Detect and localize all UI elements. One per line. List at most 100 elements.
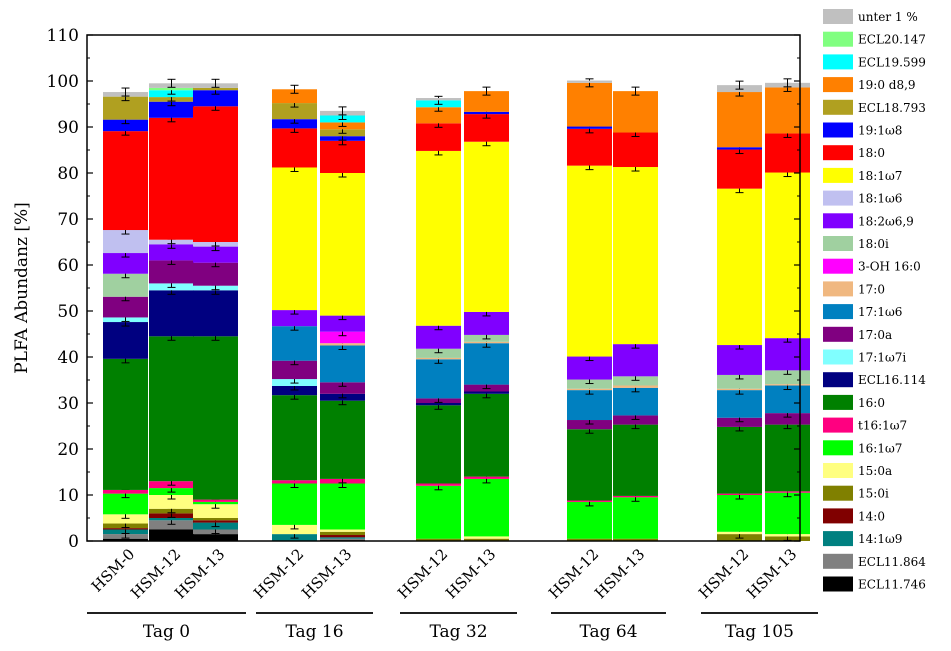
legend-swatch (823, 31, 853, 47)
legend-label: 14:1ω9 (858, 532, 902, 546)
bar-segment (320, 173, 365, 316)
legend-label: 18:0 (858, 146, 885, 160)
bar-segment (272, 524, 317, 535)
legend-label: 17:0a (858, 328, 892, 342)
bar-segment (464, 141, 509, 312)
bar-segment (416, 538, 461, 541)
bar-segment (765, 172, 810, 339)
bar-segment (567, 420, 612, 430)
legend-swatch (823, 372, 853, 388)
legend-swatch (823, 417, 853, 433)
legend-label: 18:1ω6 (858, 192, 902, 206)
legend-label: 18:0i (858, 237, 889, 251)
bar-segment (717, 374, 762, 389)
bar-segment (103, 493, 148, 515)
legend-label: 19:0 d8,9 (858, 78, 916, 92)
y-tick-label: 10 (57, 486, 79, 506)
bar-segment (765, 385, 810, 414)
bar-segment (149, 101, 194, 118)
legend-label: 19:1ω8 (858, 124, 902, 138)
bar-segment (416, 483, 461, 486)
y-axis-title: PLFA Abundanz [%] (12, 202, 32, 374)
legend: unter 1 % ECL20.147 ECL19.599 19:0 d8,9 ECL1… (823, 9, 926, 592)
legend-swatch (823, 326, 853, 342)
bar-segment (765, 338, 810, 371)
legend-label: ECL11.746 (858, 578, 926, 592)
bar-segment (464, 391, 509, 394)
legend-swatch (823, 463, 853, 478)
bar-segment (193, 336, 238, 500)
bar-segment (320, 343, 365, 346)
legend-label: ECL19.599 (858, 55, 926, 69)
legend-label: 18:1ω7 (858, 169, 902, 183)
legend-label: t16:1ω7 (858, 419, 907, 433)
legend-label: unter 1 % (858, 10, 918, 24)
bar-segment (567, 80, 612, 83)
bar-segment (272, 395, 317, 481)
bar-segment (416, 325, 461, 349)
bar-segment (717, 388, 762, 391)
bar-segment (567, 379, 612, 389)
y-tick-label: 40 (57, 348, 79, 368)
bar-segment (717, 493, 762, 495)
bar-segment (717, 188, 762, 346)
bar-segment (103, 296, 148, 318)
bar-segment (320, 382, 365, 394)
legend-swatch (823, 349, 853, 365)
bar-segment (320, 140, 365, 173)
bar-segment (416, 403, 461, 406)
bar-segment (272, 310, 317, 327)
bar-segment (717, 147, 762, 150)
bar-segment (464, 341, 509, 344)
legend-label: 17:0 (858, 282, 885, 296)
bar-segment (103, 514, 148, 524)
bar-segment (103, 131, 148, 231)
bar-segment (717, 390, 762, 418)
legend-swatch (823, 440, 853, 456)
y-tick-label: 0 (68, 532, 79, 552)
legend-swatch (823, 99, 853, 115)
bar-segment (103, 253, 148, 274)
bar-segment (320, 483, 365, 530)
bar-segment (193, 90, 238, 107)
bar-segment (193, 504, 238, 518)
bar-segment (717, 92, 762, 148)
bar-segment (613, 344, 658, 377)
legend-swatch (823, 258, 853, 274)
bar-segment (717, 495, 762, 532)
x-category-label: HSM-12 (695, 545, 752, 602)
bar-segment (272, 89, 317, 104)
bar-segment (149, 260, 194, 284)
bar-segment (613, 385, 658, 388)
bar-segment (717, 149, 762, 189)
x-category-label: HSM-13 (298, 545, 355, 602)
legend-swatch (823, 213, 853, 229)
bar-segment (272, 167, 317, 311)
group-label: Tag 64 (579, 622, 637, 642)
bar-segment (416, 123, 461, 151)
legend-label: 15:0a (858, 464, 892, 478)
bar-segment (765, 424, 810, 492)
bar-segment (149, 518, 194, 521)
bar-segment (464, 311, 509, 335)
bar-segment (149, 520, 194, 530)
bar-segment (320, 331, 365, 344)
bar-segment (272, 360, 317, 380)
legend-swatch (823, 485, 853, 501)
bar-segment (717, 417, 762, 427)
bar-segment (416, 405, 461, 484)
legend-label: 17:1ω7i (858, 351, 906, 365)
legend-swatch (823, 531, 853, 547)
bar-segment (149, 495, 194, 509)
legend-swatch (823, 167, 853, 183)
bar-segment (320, 537, 365, 539)
bar-segment (320, 400, 365, 479)
bar-segment (613, 132, 658, 168)
bar-segment (613, 424, 658, 496)
bar-segment (464, 476, 509, 479)
bar-segment (765, 491, 810, 493)
x-category-label: HSM-13 (442, 545, 499, 602)
legend-swatch (823, 304, 853, 320)
bar-segment (320, 345, 365, 383)
